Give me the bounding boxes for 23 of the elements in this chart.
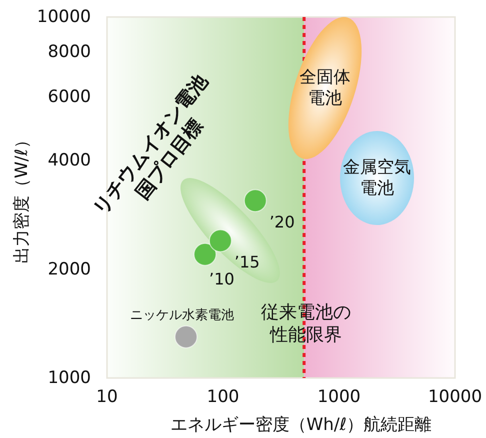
y-tick-label: 1000 — [48, 368, 91, 388]
y-tick-label: 6000 — [48, 87, 91, 108]
x-tick-label: 100 — [206, 387, 240, 407]
annotation: ’20 — [269, 212, 295, 232]
point — [174, 325, 198, 348]
ref-line-label: 従来電池の性能限界 — [261, 301, 352, 345]
annotation: リチウムイオン電池国プロ目標 — [89, 70, 213, 219]
y-tick-label: 2000 — [48, 259, 91, 280]
y-tick-label: 4000 — [48, 150, 91, 171]
point — [244, 189, 267, 212]
x-tick-label: 10000 — [428, 387, 482, 407]
annotation: ニッケル水素電池 — [130, 308, 234, 322]
x-axis-title: エネルギー密度（Wh/ℓ）航続距離 — [170, 415, 432, 435]
annotation: 全固体電池 — [300, 67, 350, 109]
point — [208, 229, 232, 252]
x-tick-label: 1000 — [317, 387, 361, 407]
y-axis-title: 出力密度（W/ℓ） — [12, 132, 32, 264]
y-tick-label: 10000 — [36, 7, 91, 27]
x-tick-label: 10 — [96, 387, 118, 407]
annotation: 金属空気電池 — [343, 157, 411, 199]
annotation: ’15 — [234, 252, 260, 272]
annotation: ’10 — [209, 268, 234, 288]
y-tick-label: 8000 — [48, 42, 91, 62]
